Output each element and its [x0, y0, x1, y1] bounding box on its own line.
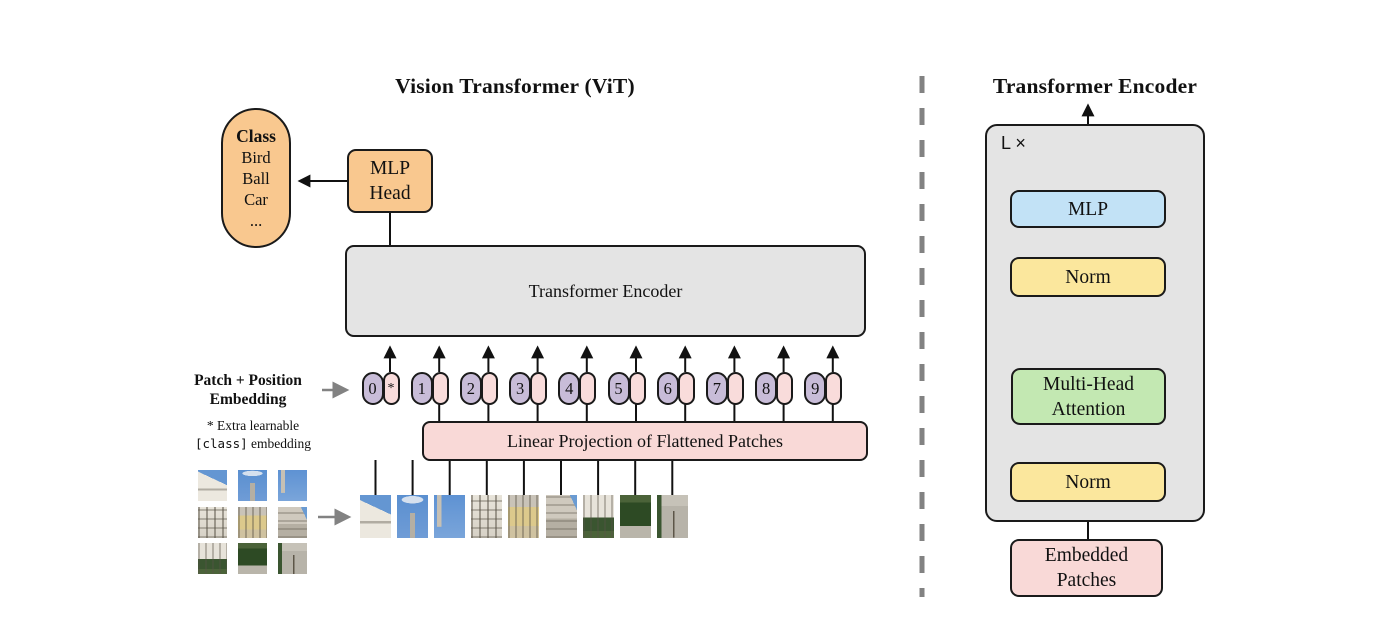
patch-embedding-pill	[726, 372, 744, 405]
patch-embedding-pill	[530, 372, 548, 405]
left-panel-connectors	[297, 174, 840, 526]
patch-embedding-pill	[480, 372, 498, 405]
image-grid-cell	[278, 506, 307, 538]
class-output-pill: Class Bird Ball Car ...	[221, 108, 291, 248]
class-pill-item: Car	[244, 189, 268, 209]
patch-embedding-pill	[628, 372, 646, 405]
position-embedding-pill: 4	[558, 372, 581, 405]
image-grid-cell	[238, 470, 267, 501]
transformer-encoder-box: Transformer Encoder	[345, 245, 866, 337]
position-embedding-pill: 3	[509, 372, 532, 405]
class-embedding-note: * Extra learnable [class] embedding	[194, 418, 312, 451]
image-grid-cell	[198, 470, 227, 501]
position-embedding-pill: 7	[705, 372, 728, 405]
token-pair: 7	[705, 372, 744, 405]
image-patch	[619, 495, 651, 538]
image-grid-cell	[278, 543, 307, 574]
multi-head-attention-box: Multi-Head Attention	[1011, 368, 1166, 425]
image-patch	[434, 495, 466, 538]
position-embedding-pill: 1	[410, 372, 433, 405]
patch-embedding-pill	[579, 372, 597, 405]
image-patch	[471, 495, 503, 538]
image-patch	[656, 495, 688, 538]
position-embedding-pill: 5	[607, 372, 630, 405]
right-panel-title: Transformer Encoder	[992, 74, 1198, 98]
image-patch	[508, 495, 540, 538]
image-grid-cell	[198, 506, 227, 538]
mlp-head-box: MLP Head	[347, 149, 433, 213]
token-pair: 8	[755, 372, 794, 405]
token-pair: 0 *	[361, 372, 400, 405]
patch-embedding-pill	[825, 372, 843, 405]
image-patch	[582, 495, 614, 538]
class-pill-item: Bird	[241, 147, 271, 167]
image-patch	[545, 495, 577, 538]
mlp-box: MLP	[1010, 190, 1166, 228]
patch-embedding-pill	[776, 372, 794, 405]
token-pair: 2	[459, 372, 498, 405]
token-pair: 3	[509, 372, 548, 405]
image-grid-cell	[278, 470, 307, 501]
norm-bottom-box: Norm	[1010, 462, 1166, 502]
token-pair: 4	[558, 372, 597, 405]
embedded-patches-box: Embedded Patches	[1010, 539, 1163, 597]
position-embedding-pill: 6	[656, 372, 679, 405]
norm-top-box: Norm	[1010, 257, 1166, 297]
image-patch	[360, 495, 391, 538]
position-embedding-pill: 0	[361, 372, 384, 405]
left-panel-title: Vision Transformer (ViT)	[395, 74, 635, 98]
patch-embedding-pill: *	[382, 372, 400, 405]
token-pair: 6	[656, 372, 695, 405]
linear-projection-box: Linear Projection of Flattened Patches	[422, 421, 868, 461]
image-grid-cell	[238, 506, 267, 538]
patch-position-embedding-label: Patch + Position Embedding	[194, 372, 302, 408]
position-embedding-pill: 9	[804, 372, 827, 405]
position-embedding-pill: 8	[755, 372, 778, 405]
class-pill-item: Ball	[242, 168, 270, 188]
class-pill-item: ...	[249, 210, 263, 230]
image-grid-cell	[238, 543, 267, 574]
class-token-code: [class]	[194, 435, 248, 451]
image-patch	[397, 495, 429, 538]
position-embedding-pill: 2	[459, 372, 482, 405]
class-pill-header: Class	[236, 125, 276, 146]
token-pair: 9	[804, 372, 843, 405]
token-pair: 1	[410, 372, 449, 405]
layer-count-label: L ×	[1001, 133, 1026, 153]
token-pair: 5	[607, 372, 646, 405]
patch-embedding-pill	[431, 372, 449, 405]
image-grid-cell	[198, 543, 227, 574]
patch-embedding-pill	[677, 372, 695, 405]
